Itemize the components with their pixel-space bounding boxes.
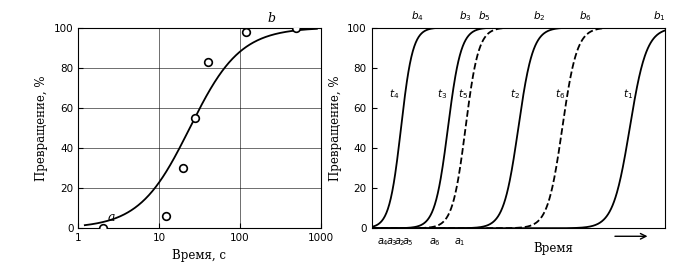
Text: $a_2$: $a_2$ [394, 236, 405, 248]
Text: $a_1$: $a_1$ [454, 236, 465, 248]
Text: $a_3$: $a_3$ [386, 236, 398, 248]
Text: $t_2$: $t_2$ [509, 87, 520, 101]
Y-axis label: Превращение, %: Превращение, % [329, 75, 342, 181]
Text: $a_6$: $a_6$ [429, 236, 441, 248]
Text: $b_1$: $b_1$ [653, 10, 666, 23]
Text: b: b [267, 12, 276, 26]
Text: $b_5$: $b_5$ [478, 10, 491, 23]
Text: a: a [108, 211, 115, 224]
Text: $t_1$: $t_1$ [623, 87, 634, 101]
Text: $t_3$: $t_3$ [437, 87, 447, 101]
Y-axis label: Превращение, %: Превращение, % [35, 75, 48, 181]
Text: $t_5$: $t_5$ [458, 87, 468, 101]
Text: $a_4$: $a_4$ [377, 236, 389, 248]
Text: $a_5$: $a_5$ [402, 236, 413, 248]
Text: $b_6$: $b_6$ [580, 10, 592, 23]
Text: $b_3$: $b_3$ [459, 10, 472, 23]
X-axis label: Время, с: Время, с [173, 249, 226, 262]
Text: Время: Время [533, 242, 573, 255]
Text: $b_2$: $b_2$ [533, 10, 545, 23]
Text: $t_4$: $t_4$ [389, 87, 399, 101]
Text: $t_6$: $t_6$ [555, 87, 565, 101]
Text: $b_4$: $b_4$ [411, 10, 424, 23]
